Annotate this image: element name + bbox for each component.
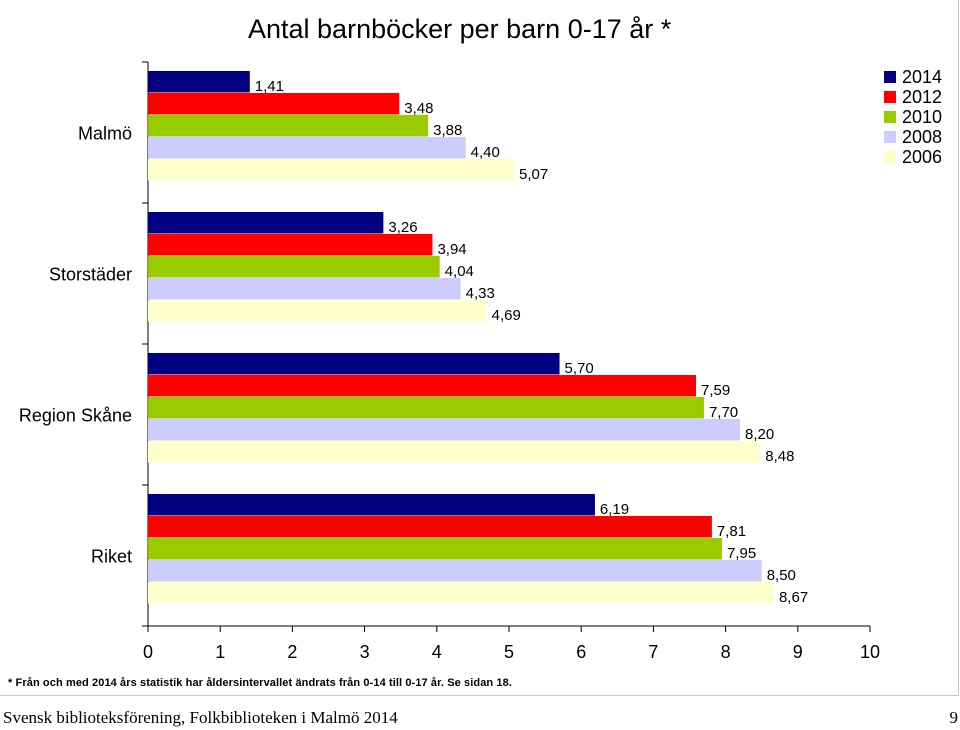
legend-swatch: [884, 91, 896, 103]
category-label: Storstäder: [49, 265, 132, 285]
x-tick-label: 4: [432, 642, 442, 662]
chart-title: Antal barnböcker per barn 0-17 år *: [248, 14, 672, 44]
data-label: 4,40: [471, 144, 500, 161]
x-tick-label: 5: [504, 642, 514, 662]
category-label: Riket: [91, 547, 132, 567]
bar-chart: 0 1 2 3 4 5 6 7 8 9 10 Malmö 1,41 3,483,88 4,40 5,07 Sto…: [19, 61, 880, 662]
data-label: 7,70: [709, 404, 738, 421]
legend-item-2014: 2014: [884, 67, 942, 87]
data-label: 4,69: [492, 307, 521, 324]
bar-2012: [148, 93, 400, 115]
legend-label: 2014: [902, 67, 943, 87]
page-number: 9: [949, 708, 959, 727]
legend-item-2006: 2006: [884, 147, 942, 167]
data-label: 7,81: [717, 523, 746, 540]
x-tick-label: 8: [721, 642, 731, 662]
data-label: 4,04: [445, 263, 474, 280]
footnote: * Från och med 2014 års statistik har ål…: [8, 677, 513, 689]
legend-label: 2012: [902, 87, 943, 107]
bar-2012: [148, 234, 433, 256]
legend-label: 2008: [902, 127, 943, 147]
bar-2014: [148, 212, 384, 234]
bar-2012: [148, 375, 696, 397]
bar-2006: [148, 300, 487, 322]
bar-2014: [148, 494, 595, 516]
data-label: 3,94: [437, 241, 466, 258]
data-label: 5,70: [565, 360, 594, 377]
data-label: 3,26: [388, 219, 417, 236]
x-tick-label: 1: [215, 642, 225, 662]
data-label: 7,95: [727, 545, 756, 562]
data-label: 8,20: [745, 426, 774, 443]
category-label: Malmö: [78, 124, 132, 144]
data-label: 4,33: [466, 285, 495, 302]
legend-item-2010: 2010: [884, 107, 942, 127]
data-label: 1,41: [255, 78, 284, 95]
x-tick-label: 10: [860, 642, 880, 662]
legend-swatch: [884, 131, 896, 143]
bar-2010: [148, 538, 722, 560]
category-label: Region Skåne: [19, 406, 132, 426]
footer-text: Svensk biblioteksförening, Folkbibliotek…: [3, 708, 398, 727]
legend-swatch: [884, 111, 896, 123]
bar-2014: [148, 71, 250, 93]
data-label: 3,48: [404, 100, 433, 117]
x-tick-label: 3: [360, 642, 370, 662]
bar-2010: [148, 256, 440, 278]
data-label: 8,50: [767, 567, 796, 584]
bar-2008: [148, 419, 741, 441]
legend-swatch: [884, 151, 896, 163]
chart-panel: Antal barnböcker per barn 0-17 år * 0 1 2 3…: [0, 0, 959, 696]
chart-legend: 2014 2012 2010 2008 2006: [884, 67, 942, 167]
data-label: 8,48: [765, 448, 794, 465]
data-label: 3,88: [433, 122, 462, 139]
x-tick-label: 2: [287, 642, 297, 662]
bar-2006: [148, 159, 515, 181]
x-tick-label: 9: [793, 642, 803, 662]
data-label: 8,67: [779, 589, 808, 606]
bar-2006: [148, 441, 761, 463]
bar-2014: [148, 353, 560, 375]
bar-2008: [148, 560, 762, 582]
legend-swatch: [884, 71, 896, 83]
bar-2010: [148, 397, 704, 419]
bar-2008: [148, 278, 461, 300]
bar-2008: [148, 137, 466, 159]
legend-item-2008: 2008: [884, 127, 942, 147]
legend-label: 2010: [902, 107, 943, 127]
legend-label: 2006: [902, 147, 943, 167]
data-label: 7,59: [701, 382, 730, 399]
bar-2006: [148, 582, 774, 604]
bar-2010: [148, 115, 429, 137]
bar-2012: [148, 516, 712, 538]
legend-item-2012: 2012: [884, 87, 942, 107]
x-tick-label: 0: [143, 642, 153, 662]
x-tick-label: 7: [648, 642, 658, 662]
data-label: 5,07: [519, 166, 548, 183]
x-tick-label: 6: [576, 642, 586, 662]
data-label: 6,19: [600, 501, 629, 518]
